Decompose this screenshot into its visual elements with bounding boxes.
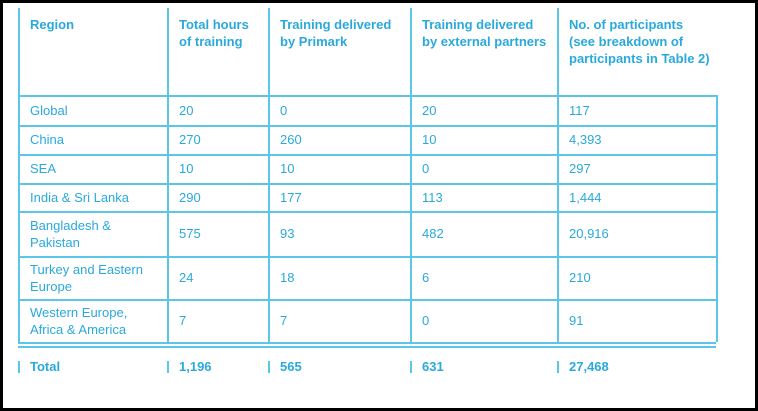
header-cell: Training delivered by external partners [422, 17, 547, 49]
row-line [18, 95, 716, 97]
header-cell: Training delivered by Primark [280, 17, 392, 49]
table-cell: 0 [280, 102, 288, 118]
table-cell: 7 [280, 313, 288, 328]
total-cell: 1,196 [179, 358, 212, 374]
total-cell: 27,468 [569, 358, 609, 374]
table-cell: 482 [422, 226, 444, 241]
row-line [18, 256, 716, 258]
table-cell: 575 [179, 226, 201, 241]
table-cell: 20,916 [569, 226, 609, 241]
table-cell: 93 [280, 226, 295, 241]
table-cell: 1,444 [569, 189, 602, 205]
row-line [18, 125, 716, 127]
table-cell: SEA [30, 161, 57, 176]
row-line [18, 154, 716, 156]
row-line [18, 183, 716, 185]
table-cell: 117 [569, 102, 590, 118]
table-cell: 10 [179, 161, 194, 176]
row-line [18, 299, 716, 301]
table-cell: 7 [179, 313, 187, 328]
table-cell: 4,393 [569, 132, 602, 147]
table-cell: 297 [569, 161, 591, 176]
total-cell: Total [30, 358, 61, 374]
table-cell: China [30, 132, 64, 147]
table-cell: Global [30, 102, 68, 118]
table-cell: 18 [280, 270, 295, 285]
column-line [167, 361, 169, 373]
table-cell: 0 [422, 313, 430, 328]
table-cell: 24 [179, 270, 194, 285]
table-cell: 20 [422, 102, 437, 118]
table-cell: 20 [179, 102, 194, 118]
row-line [18, 346, 716, 348]
table-cell: Western Europe, Africa & America [30, 304, 128, 337]
column-line [410, 8, 412, 342]
table-cell: 113 [422, 189, 443, 205]
column-line [716, 95, 718, 342]
row-line [18, 342, 716, 344]
header-cell: Region [30, 17, 75, 32]
total-cell: 565 [280, 358, 302, 374]
row-line [18, 211, 716, 213]
table-cell: 10 [280, 161, 295, 176]
table-cell: 260 [280, 132, 302, 147]
column-line [410, 361, 412, 373]
total-cell: 631 [422, 358, 444, 374]
column-line [18, 8, 20, 342]
table-cell: Bangladesh & Pakistan [30, 217, 111, 250]
column-line [557, 8, 559, 342]
table-cell: 0 [422, 161, 430, 176]
table-cell: 210 [569, 270, 591, 285]
table-cell: 270 [179, 132, 201, 147]
column-line [268, 8, 270, 342]
column-line [167, 8, 169, 342]
column-line [268, 361, 270, 373]
table-cell: 6 [422, 270, 430, 285]
table-cell: 177 [280, 189, 302, 205]
table-cell: 290 [179, 189, 201, 205]
column-line [557, 361, 559, 373]
table-cell: 91 [569, 313, 584, 328]
table-cell: India & Sri Lanka [30, 189, 130, 205]
header-cell: Total hours of training [179, 17, 249, 49]
header-cell: No. of participants (see breakdown of pa… [569, 17, 710, 66]
table-cell: Turkey and Eastern Europe [30, 261, 143, 294]
table-cell: 10 [422, 132, 437, 147]
column-line [18, 361, 20, 373]
